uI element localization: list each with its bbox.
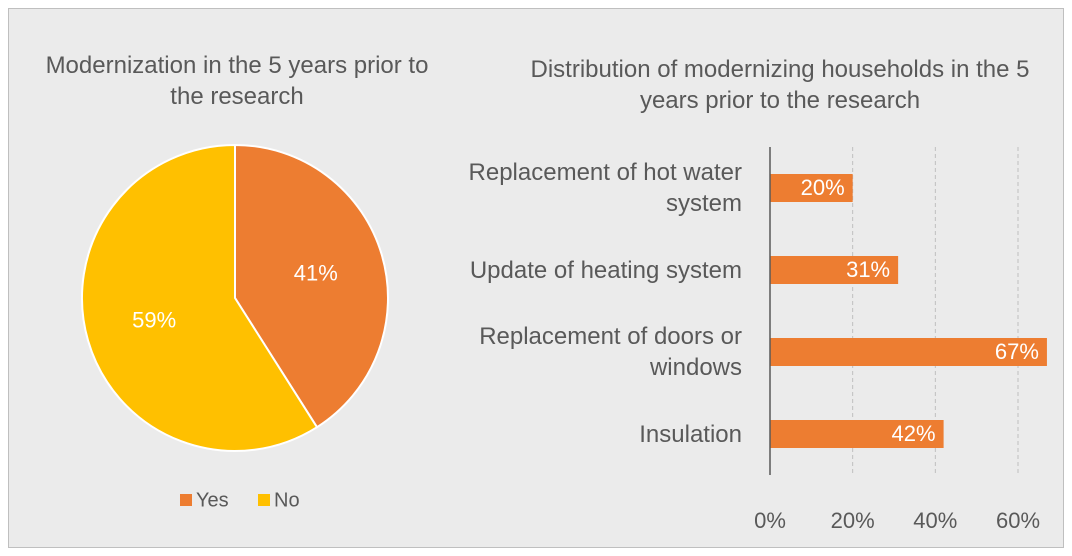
data-label: 41% [294, 260, 338, 285]
legend-label: Yes [196, 489, 229, 511]
pie-slice [81, 143, 319, 452]
data-label: 31% [846, 257, 890, 282]
bar [770, 256, 899, 284]
legend-swatch [180, 494, 192, 506]
x-tick-label: 60% [996, 508, 1040, 533]
x-tick-label: 0% [754, 508, 786, 533]
bar [770, 174, 853, 202]
data-label: 42% [892, 421, 936, 446]
bar [770, 420, 944, 448]
legend-label: No [274, 489, 300, 511]
data-label: 59% [132, 307, 176, 332]
bar [770, 338, 1047, 366]
category-label: Replacement of hot water system [468, 159, 742, 217]
data-label: 67% [995, 339, 1039, 364]
x-tick-label: 40% [913, 508, 957, 533]
legend-swatch [258, 494, 270, 506]
chart-title: Modernization in the 5 years prior to th… [45, 52, 429, 110]
category-label: Insulation [639, 420, 742, 448]
x-tick-label: 20% [831, 508, 875, 533]
category-label: Replacement of doors or windows [479, 323, 742, 381]
chart-title: Distribution of modernizing households i… [530, 56, 1030, 114]
category-label: Update of heating system [469, 256, 742, 284]
data-label: 20% [801, 175, 845, 200]
